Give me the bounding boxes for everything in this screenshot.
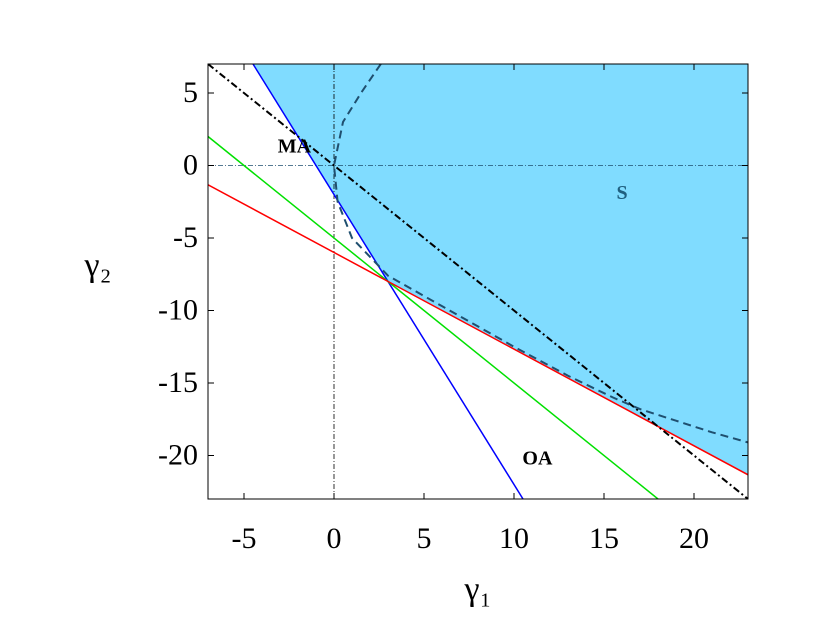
series-line — [208, 184, 748, 476]
y-tick-label: 0 — [183, 148, 198, 181]
y-tick-label: 5 — [183, 76, 198, 109]
annotation: MA — [278, 136, 312, 158]
y-tick-label: -5 — [173, 221, 198, 254]
plot-area — [208, 64, 748, 499]
x-tick-label: 0 — [327, 522, 342, 555]
annotation: S — [616, 182, 627, 204]
x-tick-label: 5 — [417, 522, 432, 555]
annotation: OA — [522, 447, 553, 469]
y-tick-label: -10 — [158, 293, 198, 326]
x-tick-label: -5 — [232, 522, 257, 555]
series-line — [208, 64, 748, 499]
region — [253, 64, 748, 475]
y-tick-label: -20 — [158, 438, 198, 471]
axes-frame — [207, 63, 749, 500]
x-axis-label: γ₁ — [464, 571, 492, 608]
x-tick-label: 10 — [499, 522, 529, 555]
series-line — [332, 64, 748, 444]
y-axis-label: γ₂ — [84, 247, 112, 284]
x-tick-label: 20 — [679, 522, 709, 555]
y-tick-label: -15 — [158, 366, 198, 399]
x-tick-label: 15 — [589, 522, 619, 555]
series-line — [208, 135, 659, 499]
